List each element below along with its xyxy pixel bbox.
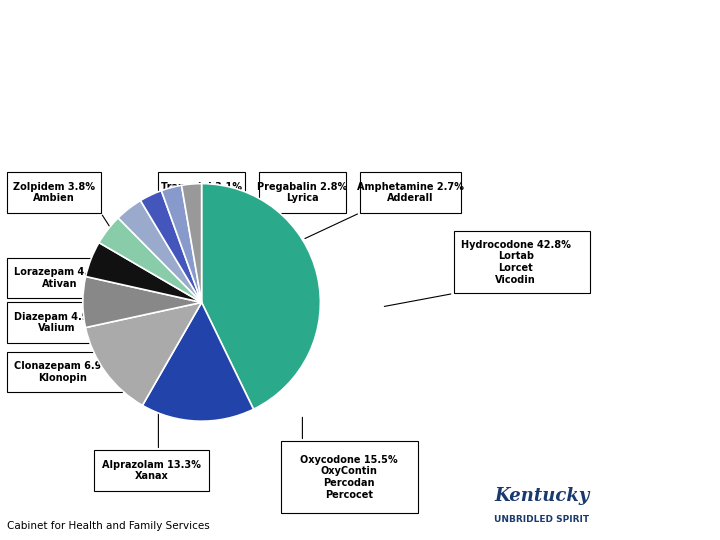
- FancyBboxPatch shape: [158, 172, 245, 213]
- Text: Zolpidem 3.8%
Ambien: Zolpidem 3.8% Ambien: [13, 182, 95, 204]
- Text: Clonazepam 6.9%
Klonopin: Clonazepam 6.9% Klonopin: [14, 361, 112, 383]
- Text: Oxycodone 15.5%
OxyContin
Percodan
Percocet: Oxycodone 15.5% OxyContin Percodan Perco…: [300, 455, 398, 500]
- FancyBboxPatch shape: [360, 172, 461, 213]
- Text: Tramadol 3.1%
Ultram: Tramadol 3.1% Ultram: [161, 182, 242, 204]
- FancyBboxPatch shape: [7, 302, 108, 343]
- Wedge shape: [140, 191, 202, 302]
- Wedge shape: [161, 185, 202, 302]
- Text: Lorazepam 4.2%
Ativan: Lorazepam 4.2% Ativan: [14, 267, 105, 288]
- Text: Diazepam 4.9%
Valium: Diazepam 4.9% Valium: [14, 312, 99, 333]
- FancyBboxPatch shape: [281, 441, 418, 513]
- Wedge shape: [86, 302, 202, 406]
- Text: Cabinet for Health and Family Services: Cabinet for Health and Family Services: [7, 521, 210, 531]
- Wedge shape: [143, 302, 253, 421]
- Wedge shape: [83, 276, 202, 328]
- FancyBboxPatch shape: [7, 258, 108, 298]
- FancyBboxPatch shape: [7, 172, 101, 213]
- Text: Amphetamine 2.7%
Adderall: Amphetamine 2.7% Adderall: [357, 182, 464, 204]
- FancyBboxPatch shape: [259, 172, 346, 213]
- FancyBboxPatch shape: [454, 231, 590, 293]
- Text: Top Prescribed Controlled Substances by
Therapeutic Category by Doses - 2011: Top Prescribed Controlled Substances by …: [119, 19, 601, 65]
- Wedge shape: [181, 184, 202, 302]
- Wedge shape: [86, 242, 202, 302]
- Text: Kentucky: Kentucky: [494, 487, 590, 505]
- Text: UNBRIDLED SPIRIT: UNBRIDLED SPIRIT: [494, 515, 590, 524]
- Wedge shape: [118, 200, 202, 302]
- Wedge shape: [202, 184, 320, 409]
- Text: Pregabalin 2.8%
Lyrica: Pregabalin 2.8% Lyrica: [257, 182, 348, 204]
- FancyBboxPatch shape: [7, 352, 122, 392]
- FancyBboxPatch shape: [94, 450, 209, 491]
- Text: Hydrocodone 42.8%
Lortab
Lorcet
Vicodin: Hydrocodone 42.8% Lortab Lorcet Vicodin: [461, 240, 571, 285]
- Wedge shape: [99, 218, 202, 302]
- Text: Alprazolam 13.3%
Xanax: Alprazolam 13.3% Xanax: [102, 460, 201, 481]
